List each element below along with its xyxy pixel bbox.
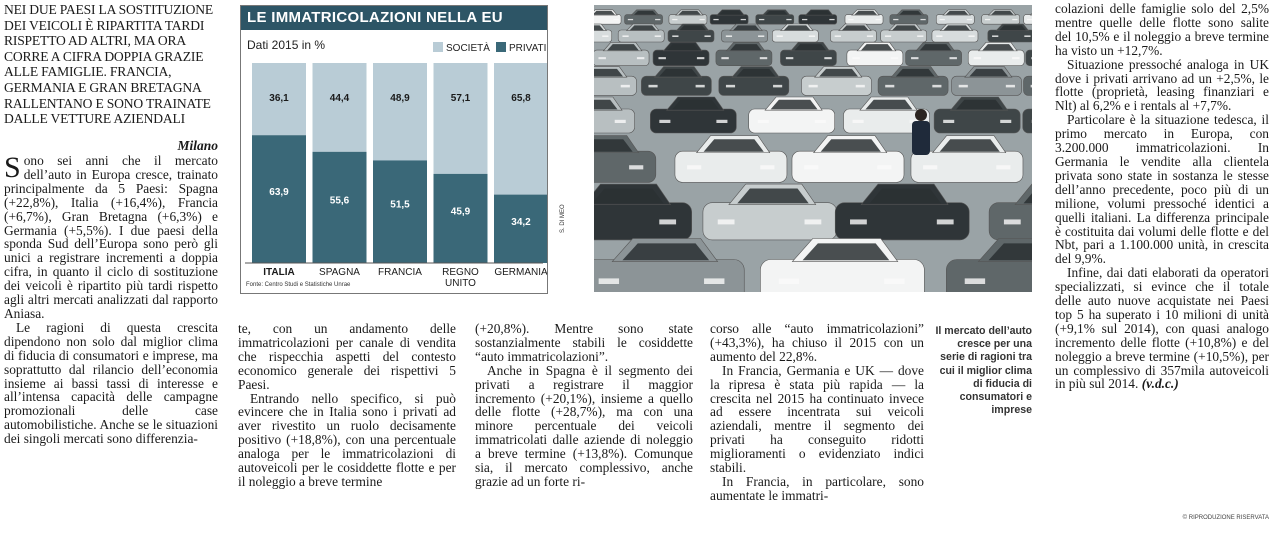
data-label-societa: 65,8 [511, 93, 531, 104]
chart-subtitle: Dati 2015 in % [247, 38, 326, 52]
article-column-2: te, con un andamento delle immatricolazi… [238, 322, 456, 489]
bar-privati [494, 194, 547, 263]
chart-title: LE IMMATRICOLAZIONI NELLA EU [241, 6, 547, 30]
category-label: GERMANIA [494, 267, 547, 278]
bar-societa [312, 63, 367, 152]
dateline: Milano [177, 138, 218, 153]
paragraph: Entrando nello specifico, si può evincer… [238, 390, 456, 489]
chart-plot: 36,1 63,9 ITALIA 44,4 55,6 SPAGNA 48,9 51,5 FRAN… [245, 63, 547, 289]
paragraph: Particolare è la situazione tedesca, il … [1055, 112, 1269, 267]
bar-privati [373, 160, 427, 263]
article-column-3: (+20,8%). Mentre sono state sostanzialme… [475, 322, 693, 489]
category-label: REGNO [442, 267, 479, 278]
parking-lot-photo [594, 5, 1032, 292]
paragraph: (+20,8%). Mentre sono state sostanzialme… [475, 321, 693, 364]
legend-privati: PRIVATI [496, 42, 546, 54]
photo-credit: S. DI MEO [560, 204, 566, 233]
data-label-societa: 36,1 [269, 93, 289, 104]
paragraph: In Francia, in particolare, sono aumenta… [710, 473, 924, 503]
article-column-4: corso alle “auto immatricolazioni” (+43,… [710, 322, 924, 503]
paragraph: colazioni delle famiglie solo del 2,5% m… [1055, 1, 1269, 58]
bar-privati [312, 151, 367, 263]
article-dek: Nei due paesi la sostituzione dei veicol… [4, 2, 213, 127]
author-signature: (v.d.c.) [1141, 376, 1179, 392]
data-label-societa: 57,1 [451, 93, 471, 104]
paragraph: In Francia, Germania e UK — dove la ripr… [710, 362, 924, 476]
bar-chart: LE IMMATRICOLAZIONI NELLA EU Dati 2015 i… [240, 5, 548, 294]
data-label-privati: 51,5 [390, 200, 410, 211]
bar-societa [252, 63, 306, 136]
paragraph: Anche in Spagna è il segmento dei privat… [475, 362, 693, 489]
data-label-privati: 34,2 [511, 217, 531, 228]
paragraph: corso alle “auto immatricolazioni” (+43,… [710, 321, 924, 364]
data-label-privati: 45,9 [451, 206, 471, 217]
bar-privati [252, 135, 306, 263]
category-label: FRANCIA [378, 267, 422, 278]
bar-societa [494, 63, 547, 195]
chart-source: Fonte: Centro Studi e Statistiche Unrae [246, 282, 351, 288]
paragraph: te, con un andamento delle immatricolazi… [238, 321, 456, 392]
drop-cap: S [4, 151, 21, 184]
data-label-societa: 48,9 [390, 93, 410, 104]
bar-privati [433, 173, 488, 263]
category-label: ITALIA [263, 267, 294, 278]
category-label: SPAGNA [319, 267, 360, 278]
data-label-privati: 63,9 [269, 187, 289, 198]
article-column-5: colazioni delle famiglie solo del 2,5% m… [1055, 2, 1269, 391]
paragraph: Le ragioni di questa crescita dipendono … [4, 319, 218, 447]
category-label: UNITO [445, 278, 476, 289]
photo-caption: Il mercato dell’auto cresce per una seri… [935, 325, 1032, 417]
copyright-notice: © RIPRODUZIONE RISERVATA [1182, 515, 1269, 521]
bar-societa [373, 63, 427, 161]
paragraph: Situazione pressoché analoga in UK dove … [1055, 56, 1269, 114]
data-label-privati: 55,6 [330, 195, 350, 206]
legend-societa: SOCIETÀ [433, 42, 490, 54]
data-label-societa: 44,4 [330, 93, 350, 104]
paragraph: Infine, dai dati elaborati da operatori … [1055, 265, 1269, 392]
bar-societa [433, 63, 488, 174]
